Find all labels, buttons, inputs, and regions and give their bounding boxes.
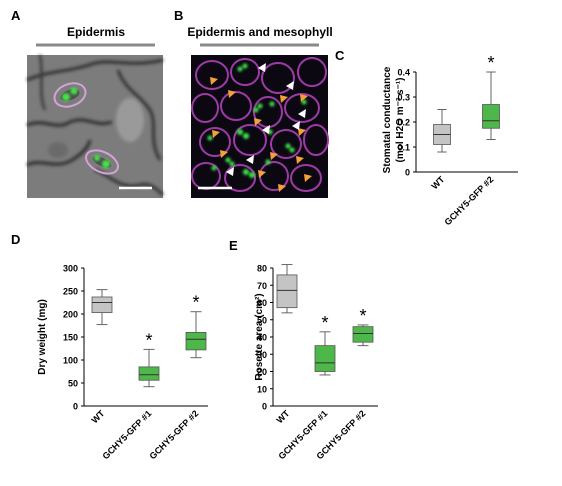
panel-c-label: C bbox=[335, 48, 345, 63]
chart-c-ylabel-line2: (mol H2O m⁻² s⁻¹) bbox=[395, 77, 406, 162]
chart-e: Rosette area (cm²) 01020304050607080WT*G… bbox=[254, 264, 378, 461]
x-category-label: GCHY5-GFP #1 bbox=[100, 408, 153, 461]
box bbox=[185, 331, 207, 351]
significance-star: * bbox=[359, 306, 366, 326]
x-category-label: GCHY5-GFP #2 bbox=[442, 174, 495, 227]
y-tick-label: 10 bbox=[257, 384, 267, 394]
panel-b-label: B bbox=[174, 8, 183, 23]
significance-star: * bbox=[192, 293, 199, 313]
x-category-label: WT bbox=[429, 174, 446, 191]
y-tick-label: 100 bbox=[63, 356, 78, 366]
y-tick-label: 0.1 bbox=[397, 143, 410, 153]
x-category-label: WT bbox=[274, 408, 291, 425]
box bbox=[482, 104, 500, 129]
panel-a-label: A bbox=[11, 8, 21, 23]
significance-star: * bbox=[487, 53, 494, 73]
y-tick-label: 0 bbox=[405, 168, 410, 178]
panel-b-title: Epidermis and mesophyll bbox=[187, 25, 332, 39]
y-tick-label: 40 bbox=[257, 333, 267, 343]
box bbox=[352, 326, 374, 343]
y-tick-label: 300 bbox=[63, 264, 78, 274]
y-tick-label: 250 bbox=[63, 287, 78, 297]
y-tick-label: 20 bbox=[257, 367, 267, 377]
y-tick-label: 150 bbox=[63, 333, 78, 343]
panel-a-title: Epidermis bbox=[67, 25, 125, 39]
panel-e-label: E bbox=[229, 238, 238, 253]
x-category-label: GCHY5-GFP #2 bbox=[147, 408, 200, 461]
x-category-label: WT bbox=[89, 408, 106, 425]
y-tick-label: 0 bbox=[73, 402, 78, 412]
y-tick-label: 60 bbox=[257, 298, 267, 308]
chart-e-ylabel: Rosette area (cm²) bbox=[254, 293, 265, 380]
y-tick-label: 0.2 bbox=[397, 118, 410, 128]
panel-b-micrograph bbox=[191, 55, 329, 198]
y-tick-label: 0.3 bbox=[397, 93, 410, 103]
y-tick-label: 0.4 bbox=[397, 68, 410, 78]
y-tick-label: 50 bbox=[68, 379, 78, 389]
significance-star: * bbox=[145, 330, 152, 350]
y-tick-label: 50 bbox=[257, 315, 267, 325]
y-tick-label: 30 bbox=[257, 350, 267, 360]
y-tick-label: 80 bbox=[257, 264, 267, 274]
panel-a-micrograph bbox=[26, 54, 165, 198]
significance-star: * bbox=[321, 313, 328, 333]
box bbox=[91, 296, 113, 314]
y-tick-label: 200 bbox=[63, 310, 78, 320]
chart-d-ylabel: Dry weight (mg) bbox=[37, 299, 48, 375]
box bbox=[314, 345, 336, 372]
y-tick-label: 0 bbox=[262, 402, 267, 412]
chart-c: Stomatal conductance (mol H2O m⁻² s⁻¹) 0… bbox=[382, 53, 518, 227]
box bbox=[276, 274, 298, 309]
chart-c-ylabel-line1: Stomatal conductance bbox=[382, 66, 393, 173]
chart-d: Dry weight (mg) 0 50 100 150 200 250 300 WT * GCH… bbox=[37, 264, 208, 461]
y-tick-label: 70 bbox=[257, 281, 267, 291]
box bbox=[138, 366, 160, 381]
panel-d-label: D bbox=[11, 232, 20, 247]
